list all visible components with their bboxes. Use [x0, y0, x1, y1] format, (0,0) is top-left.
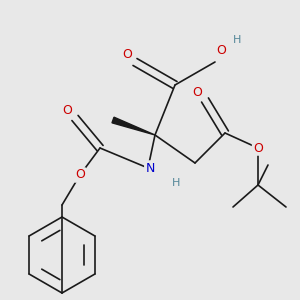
Text: O: O — [253, 142, 263, 154]
Text: N: N — [145, 161, 155, 175]
Text: O: O — [62, 103, 72, 116]
Text: H: H — [172, 178, 180, 188]
Polygon shape — [112, 117, 155, 135]
Text: O: O — [75, 169, 85, 182]
Text: H: H — [233, 35, 241, 45]
Text: O: O — [122, 47, 132, 61]
Text: O: O — [192, 85, 202, 98]
Text: O: O — [216, 44, 226, 56]
